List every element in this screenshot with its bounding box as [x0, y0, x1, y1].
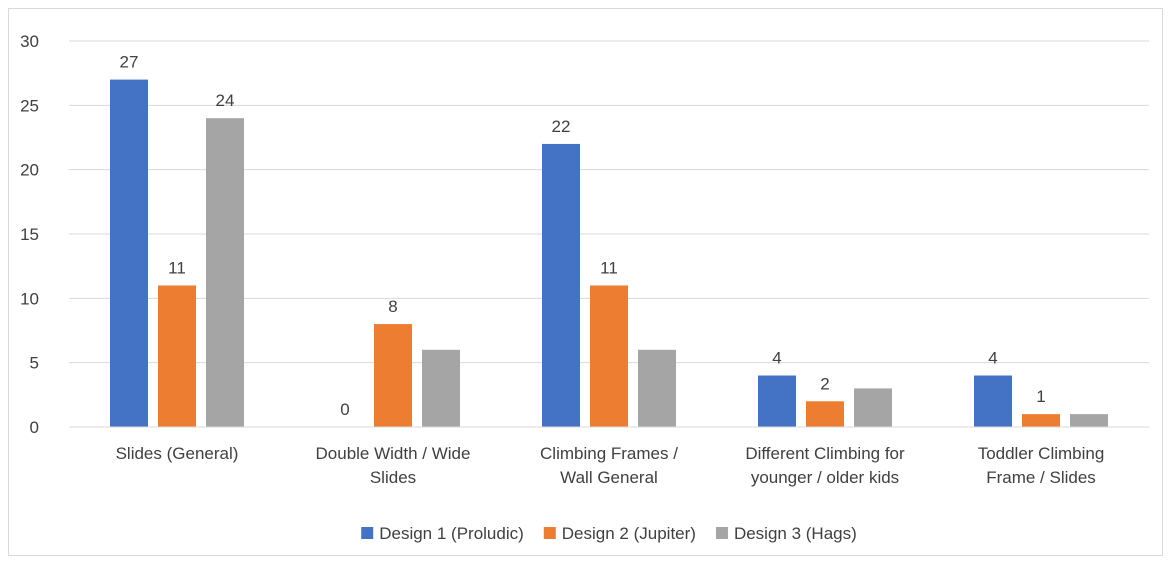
legend-item: Design 1 (Proludic): [361, 524, 524, 543]
bar: [542, 143, 580, 427]
category-label-line: younger / older kids: [751, 468, 899, 487]
legend-label: Design 1 (Proludic): [379, 524, 524, 543]
category-label: Slides (General): [116, 444, 239, 463]
data-label: 11: [168, 258, 186, 277]
category-label-line: Toddler Climbing: [978, 444, 1105, 463]
y-tick-label: 10: [20, 289, 39, 308]
legend-label: Design 3 (Hags): [734, 524, 857, 543]
data-label: 22: [552, 117, 571, 136]
bar: [758, 375, 796, 427]
data-label: 2: [820, 374, 829, 393]
data-label: 11: [600, 258, 618, 277]
bar: [1022, 414, 1060, 427]
bar: [110, 79, 148, 427]
category-label: Toddler Climbing Frame / Slides: [978, 444, 1105, 487]
bar: [974, 375, 1012, 427]
bar: [854, 388, 892, 427]
legend-item: Design 3 (Hags): [715, 524, 857, 543]
category-label-line: Wall General: [560, 468, 658, 487]
data-label: 1: [1036, 387, 1045, 406]
bar: [374, 324, 412, 427]
legend-label: Design 2 (Jupiter): [562, 524, 696, 543]
bar: [1070, 414, 1108, 427]
data-label: 24: [216, 91, 235, 110]
bar: [806, 401, 844, 427]
category-label-line: Double Width / Wide: [316, 444, 471, 463]
legend: Design 1 (Proludic) Design 2 (Jupiter) Des…: [361, 524, 857, 543]
y-tick-label: 20: [20, 161, 39, 180]
category-label-line: Frame / Slides: [986, 468, 1096, 487]
bars: [110, 79, 1108, 427]
category-labels: Slides (General) Double Width / Wide Slide…: [116, 444, 1105, 487]
data-label: 4: [772, 349, 781, 368]
category-label: Double Width / Wide Slides: [316, 444, 471, 487]
bar: [422, 349, 460, 427]
legend-swatch: [361, 527, 374, 539]
data-label: 0: [340, 400, 349, 419]
bar: [206, 118, 244, 427]
category-label-line: Slides: [370, 468, 416, 487]
legend-item: Design 2 (Jupiter): [543, 524, 696, 543]
y-tick-label: 5: [30, 354, 39, 373]
category-label-line: Different Climbing for: [745, 444, 905, 463]
data-label: 4: [988, 349, 997, 368]
data-label: 27: [120, 53, 139, 72]
legend-swatch: [543, 527, 556, 539]
data-label: 8: [388, 297, 397, 316]
chart-frame: 0 5 10 15 20 25 30 27 11 24 0 8 22 11 4 2 4 1 Slides (Ge…: [8, 8, 1163, 556]
y-tick-label: 15: [20, 225, 39, 244]
bar: [638, 349, 676, 427]
category-label-line: Slides (General): [116, 444, 239, 463]
legend-swatch: [715, 527, 728, 539]
category-label-line: Climbing Frames /: [540, 444, 678, 463]
y-tick-label: 0: [30, 418, 39, 437]
category-label: Climbing Frames / Wall General: [540, 444, 678, 487]
bar: [158, 285, 196, 427]
category-label: Different Climbing for younger / older ki…: [745, 444, 905, 487]
y-tick-label: 30: [20, 32, 39, 51]
bar: [590, 285, 628, 427]
gridlines: [69, 40, 1149, 364]
y-axis-tick-labels: 0 5 10 15 20 25 30: [20, 32, 39, 437]
y-tick-label: 25: [20, 96, 39, 115]
